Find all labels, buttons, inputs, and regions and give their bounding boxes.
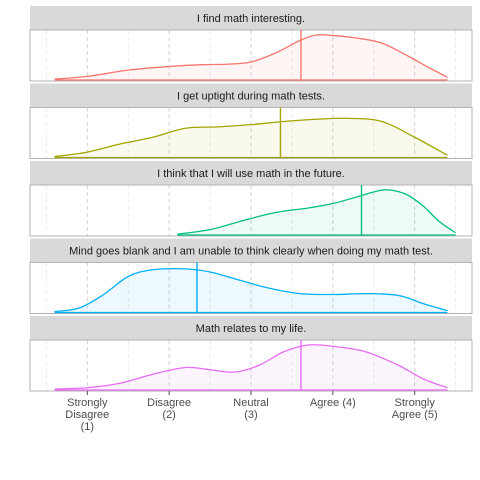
facet-strip bbox=[30, 83, 472, 108]
facet-strip bbox=[30, 238, 472, 263]
density-curve bbox=[54, 33, 448, 80]
density-area bbox=[177, 189, 456, 235]
panel-border bbox=[29, 184, 473, 237]
x-tick-label: Disagree (2) bbox=[147, 397, 191, 421]
density-area bbox=[54, 118, 448, 158]
density-curve bbox=[54, 344, 448, 390]
density-area bbox=[54, 268, 448, 313]
x-tick-label: Neutral (3) bbox=[233, 397, 268, 421]
facet-strip bbox=[30, 6, 472, 30]
facet-title: I think that I will use math in the futu… bbox=[157, 168, 345, 180]
x-tick-label: Agree (4) bbox=[310, 397, 356, 409]
panel-border bbox=[29, 107, 473, 159]
panel-border bbox=[29, 262, 473, 314]
facet-title: Mind goes blank and I am unable to think… bbox=[69, 246, 433, 258]
density-curve bbox=[54, 117, 448, 158]
facet-title: Math relates to my life. bbox=[196, 323, 307, 335]
density-curve bbox=[54, 267, 448, 313]
facet-strip bbox=[30, 316, 472, 340]
density-area bbox=[54, 344, 448, 390]
facet-title: I find math interesting. bbox=[197, 13, 305, 25]
density-area bbox=[54, 34, 448, 80]
panel-border bbox=[29, 29, 473, 82]
x-tick-label: Strongly Disagree (1) bbox=[65, 397, 109, 433]
facet-title: I get uptight during math tests. bbox=[177, 91, 325, 103]
x-tick-label: Strongly Agree (5) bbox=[392, 397, 438, 421]
density-curve bbox=[177, 189, 456, 235]
facet-strip bbox=[30, 161, 472, 185]
